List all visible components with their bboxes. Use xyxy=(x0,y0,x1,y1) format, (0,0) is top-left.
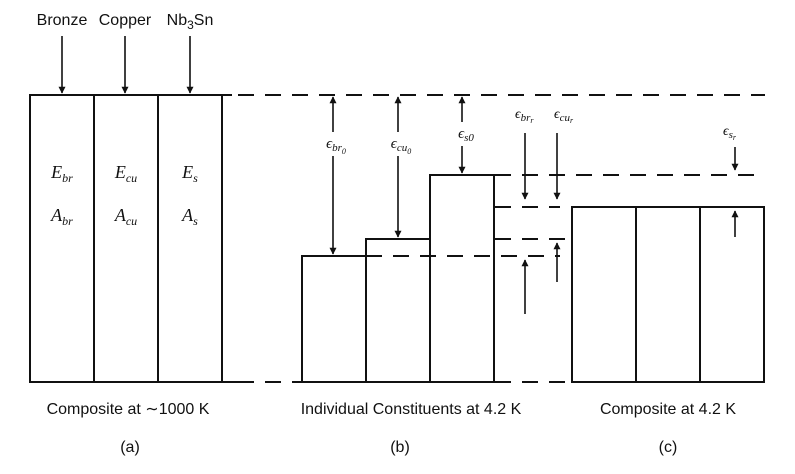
modulus-bronze: Ebr xyxy=(50,162,73,185)
panel-c-copper-block xyxy=(635,206,701,383)
strain-label-copper: ϵcu0 xyxy=(391,136,411,156)
strain-label-bg-bronze xyxy=(312,132,362,156)
panel-c-nb3sn-block xyxy=(699,206,765,383)
tag-b: (b) xyxy=(390,439,410,456)
label-bronze: Bronze xyxy=(37,12,88,29)
area-bronze: Abr xyxy=(50,205,73,228)
residual-label-copper: ϵcur xyxy=(554,107,574,125)
modulus-nb3sn: Es xyxy=(181,162,198,185)
caption-a: Composite at ∼1000 K xyxy=(47,401,210,418)
panel-c-bronze-block xyxy=(571,206,637,383)
area-copper: Acu xyxy=(114,205,137,228)
panel-a-copper-block xyxy=(93,94,159,383)
strain-label-bronze: ϵbr0 xyxy=(326,136,346,156)
tag-c: (c) xyxy=(659,439,678,456)
caption-b: Individual Constituents at 4.2 K xyxy=(301,401,522,418)
panel-b-copper-block xyxy=(365,238,431,383)
residual-label-bronze: ϵbrr xyxy=(515,107,534,125)
area-nb3sn: As xyxy=(181,205,198,228)
label-nb3sn: Nb3Sn xyxy=(167,12,214,32)
strain-label-nb3sn: ϵs0 xyxy=(458,126,474,144)
panel-a-nb3sn-block xyxy=(157,94,223,383)
modulus-copper: Ecu xyxy=(114,162,137,185)
caption-c: Composite at 4.2 K xyxy=(600,401,736,418)
strain-label-bg-copper xyxy=(376,132,426,156)
panel-a-bronze-block xyxy=(29,94,95,383)
label-copper: Copper xyxy=(99,12,152,29)
strain-label-bg-nb3sn xyxy=(448,122,484,146)
residual-label-nb3sn: ϵsr xyxy=(723,124,737,142)
panel-b-bronze-block xyxy=(301,255,367,383)
panel-b-nb3sn-block xyxy=(429,174,495,383)
tag-a: (a) xyxy=(120,439,140,456)
